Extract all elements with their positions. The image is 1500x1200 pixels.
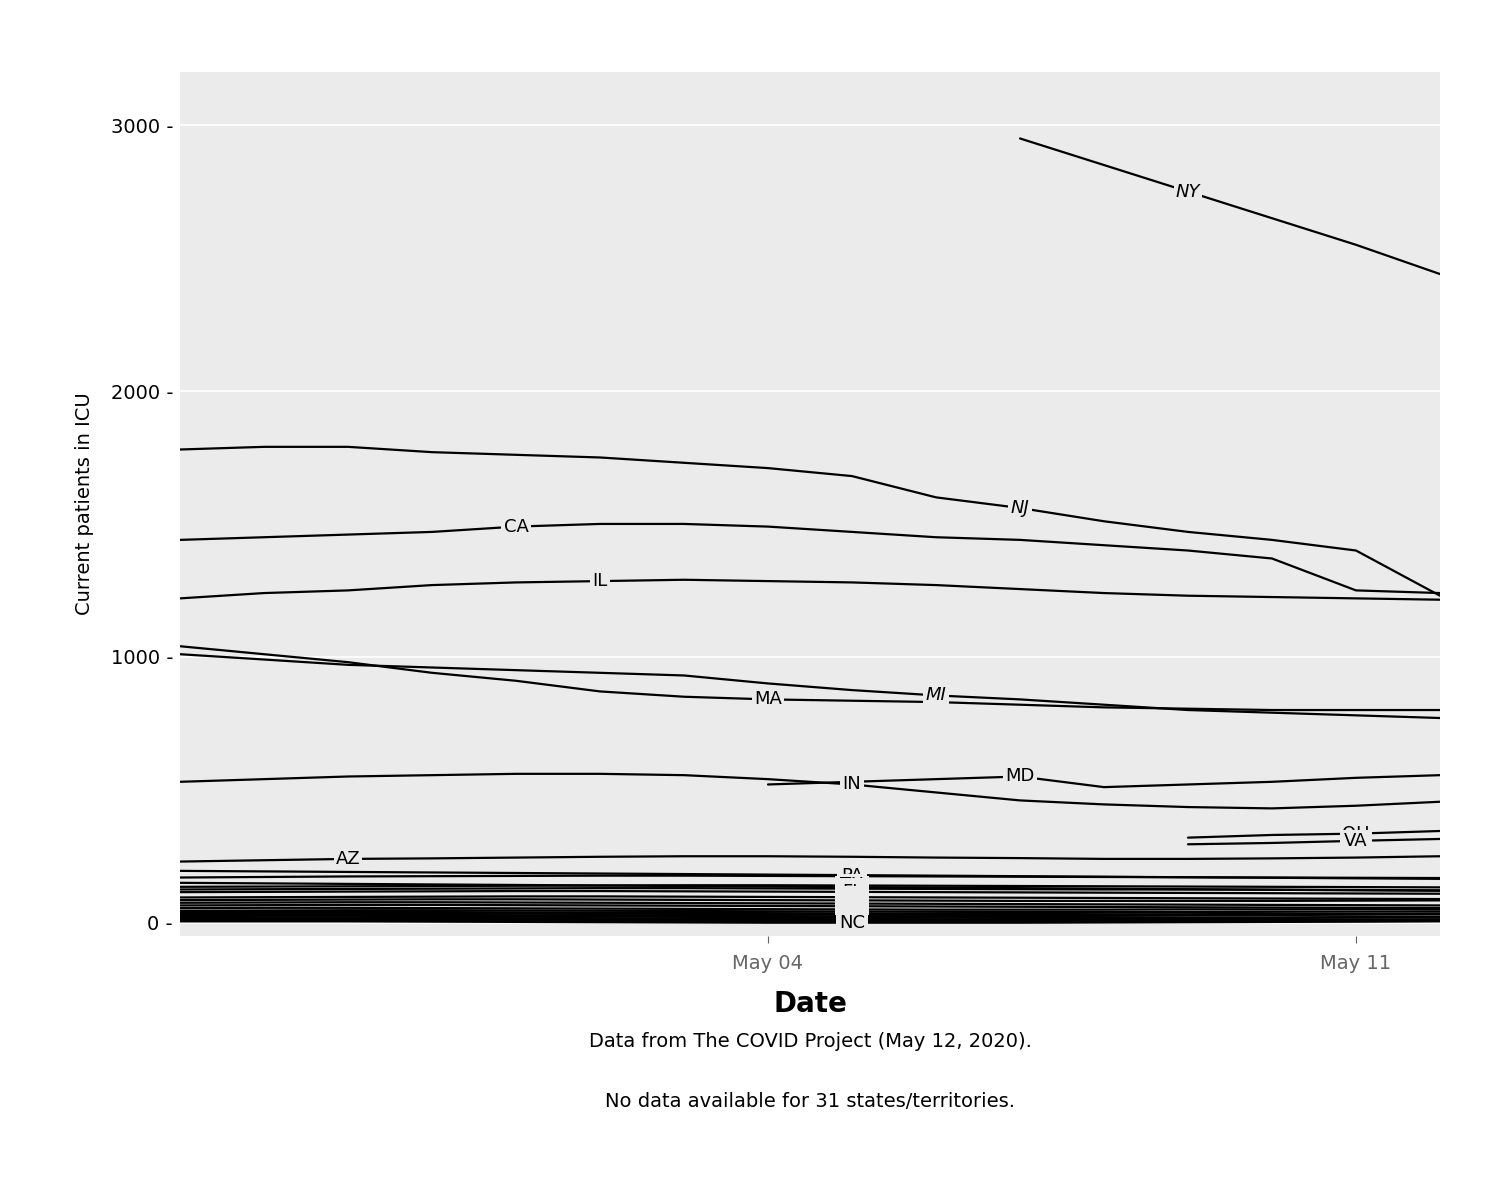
Text: NV: NV	[839, 913, 866, 931]
Text: AZ: AZ	[336, 850, 360, 868]
Text: KY: KY	[842, 907, 862, 925]
Text: Data from The COVID Project (May 12, 2020).: Data from The COVID Project (May 12, 202…	[588, 1032, 1032, 1051]
Text: IN: IN	[843, 775, 861, 793]
X-axis label: Date: Date	[772, 990, 847, 1018]
Text: RI: RI	[843, 906, 861, 924]
Text: TX: TX	[840, 876, 864, 894]
Text: MA: MA	[754, 690, 782, 708]
Text: OK: OK	[839, 910, 866, 928]
Text: MO: MO	[837, 894, 867, 912]
Text: UT: UT	[840, 905, 864, 923]
Text: CT: CT	[840, 880, 864, 898]
Text: MN: MN	[837, 888, 867, 906]
Text: SC: SC	[840, 908, 864, 926]
Text: GA: GA	[839, 892, 866, 910]
Text: OH: OH	[1342, 824, 1370, 842]
Y-axis label: Current patients in ICU: Current patients in ICU	[75, 392, 94, 616]
Text: WI: WI	[840, 902, 864, 920]
Text: No data available for 31 states/territories.: No data available for 31 states/territor…	[604, 1092, 1016, 1111]
Text: NJ: NJ	[1011, 499, 1029, 517]
Text: MS: MS	[839, 911, 866, 929]
Text: WA: WA	[837, 878, 867, 896]
Text: IL: IL	[592, 572, 608, 590]
Text: VA: VA	[1344, 832, 1368, 850]
Text: PA: PA	[842, 868, 862, 886]
Text: CO: CO	[839, 866, 866, 884]
Text: MD: MD	[1005, 768, 1035, 786]
Text: NY: NY	[1176, 182, 1200, 200]
Text: CA: CA	[504, 517, 528, 535]
Text: LA: LA	[840, 898, 864, 916]
Text: FL: FL	[842, 883, 862, 901]
Text: OR: OR	[839, 900, 866, 918]
Text: NC: NC	[839, 913, 866, 931]
Text: MI: MI	[926, 686, 946, 704]
